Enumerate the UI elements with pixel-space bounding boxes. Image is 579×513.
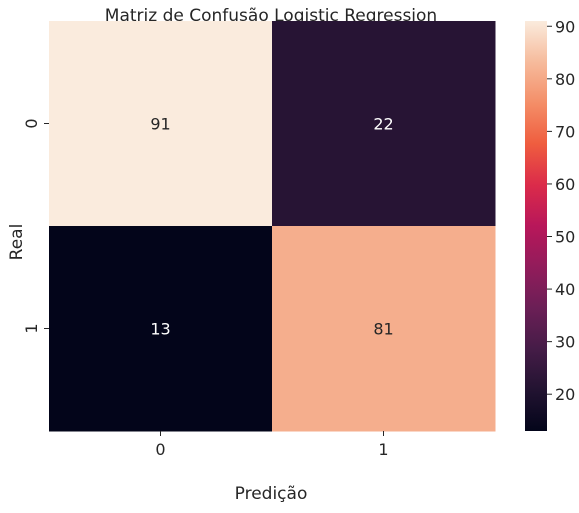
heatmap-cell — [272, 226, 496, 432]
colorbar-ticks: 20 30 40 50 60 70 80 90 — [547, 17, 575, 404]
heatmap-cell — [49, 226, 273, 432]
colorbar-tick-label: 20 — [555, 385, 575, 404]
y-tick-label: 1 — [22, 323, 41, 333]
y-tick-label: 0 — [22, 118, 41, 128]
cell-value-label: 91 — [150, 115, 170, 134]
colorbar-tick-label: 30 — [555, 333, 575, 352]
colorbar-tick-label: 60 — [555, 175, 575, 194]
x-axis-label: Predição — [235, 484, 308, 504]
colorbar-tick-label: 90 — [555, 17, 575, 36]
cell-value-label: 13 — [150, 320, 170, 339]
x-tick-label: 0 — [155, 440, 165, 459]
colorbar-tick-label: 50 — [555, 228, 575, 247]
y-axis-label: Real — [7, 224, 27, 261]
colorbar-tick-label: 70 — [555, 122, 575, 141]
colorbar-tick-label: 40 — [555, 280, 575, 299]
heatmap-cell — [49, 21, 273, 227]
cell-annotations: 91 22 13 81 — [150, 115, 393, 339]
x-tick-label: 1 — [378, 440, 388, 459]
y-axis-ticks: 01 — [22, 118, 49, 334]
colorbar — [525, 21, 547, 431]
cell-value-label: 81 — [373, 320, 393, 339]
heatmap-cells — [49, 21, 496, 432]
cell-value-label: 22 — [373, 115, 393, 134]
colorbar-tick-label: 80 — [555, 70, 575, 89]
heatmap-cell — [272, 21, 496, 227]
